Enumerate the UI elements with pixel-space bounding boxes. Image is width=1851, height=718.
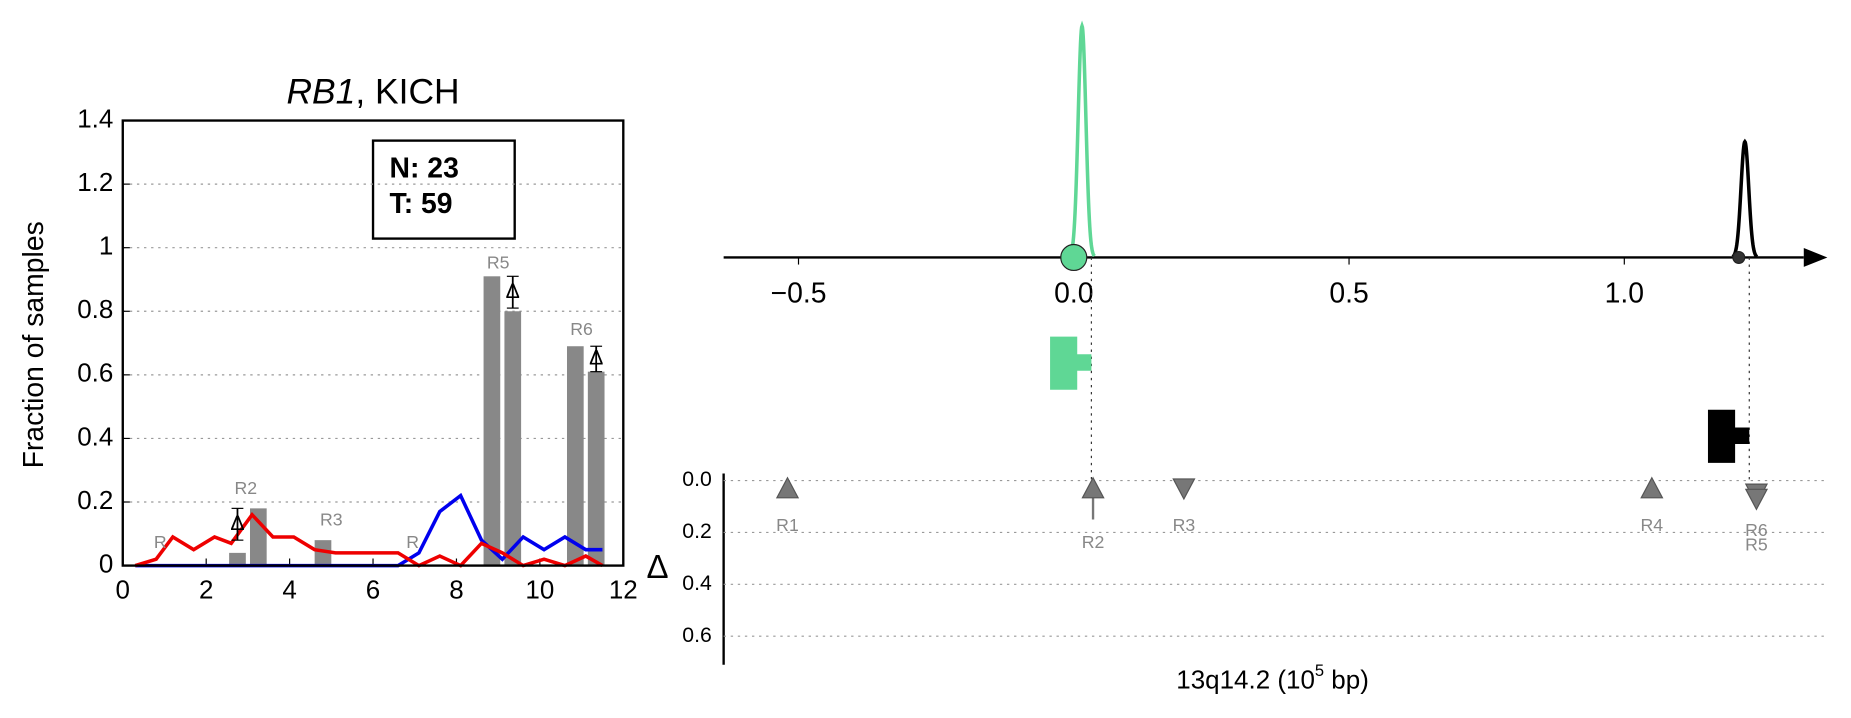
y-tick-label: 0.2 (682, 519, 712, 543)
delta-axis-label: Δ (646, 549, 668, 586)
bar (229, 552, 246, 566)
region-label: R4 (1641, 515, 1664, 535)
region-label: R5 (487, 252, 510, 272)
y-tick-label: 0.0 (682, 467, 712, 491)
x-tick-label: 4 (282, 574, 296, 604)
bar (587, 371, 605, 566)
region-label: R6 (570, 319, 593, 339)
x-tick-label: 0.5 (1329, 278, 1368, 310)
bar (483, 276, 501, 566)
plot-frame (121, 119, 625, 567)
region-label: R2 (1082, 532, 1105, 552)
axis-arrow (1803, 248, 1828, 267)
delta-marker: Δ (589, 346, 603, 370)
region-marker (1640, 476, 1664, 499)
region-marker (1172, 478, 1196, 501)
bar (314, 540, 332, 566)
y-tick-label: 0.2 (77, 485, 113, 515)
line-series (135, 492, 603, 568)
x-tick-label: 0.0 (1054, 278, 1093, 310)
y-tick-label: 0.6 (682, 623, 712, 647)
xlabel-a: 13q14.2 (10 (1176, 664, 1315, 694)
x-tick-label: 10 (525, 574, 554, 604)
y-tick-label: 0.8 (77, 294, 113, 324)
annotation-t: T: 59 (390, 188, 453, 220)
peak-marker (1060, 243, 1088, 272)
xlabel-sup: 5 (1315, 661, 1324, 680)
region-marker (775, 476, 800, 499)
bar (249, 508, 267, 566)
region-label: R5 (1745, 535, 1768, 555)
x-tick-label: −0.5 (771, 278, 827, 310)
x-tick-label: 0 (116, 574, 130, 604)
xlabel-b: bp) (1324, 664, 1369, 694)
x-tick-label: 12 (609, 574, 638, 604)
y-tick-label: 1.4 (77, 103, 113, 133)
x-tick-label: 8 (449, 574, 463, 604)
bar (566, 346, 584, 566)
region-label: R1 (776, 515, 799, 535)
delta-marker: Δ (506, 279, 520, 303)
x-axis-label: 13q14.2 (105 bp) (1176, 661, 1369, 694)
region-label: R3 (320, 510, 343, 530)
region-label: R6 (1745, 520, 1768, 540)
y-tick-label: 0.4 (682, 571, 712, 595)
region-label: R3 (1173, 515, 1196, 535)
y-axis-label: Fraction of samples (18, 221, 50, 468)
annotation-n: N: 23 (390, 153, 459, 185)
x-tick-label: 6 (366, 574, 380, 604)
peak-marker (1732, 250, 1746, 264)
x-tick-label: 2 (199, 574, 213, 604)
flag (1707, 409, 1750, 463)
region-marker (1744, 488, 1769, 511)
flag (1050, 336, 1092, 390)
line-series (134, 511, 604, 568)
bar (504, 311, 522, 566)
chart-title: RB1, KICH (286, 72, 459, 112)
annotation-box (371, 139, 516, 240)
peak (1731, 138, 1759, 259)
y-tick-label: 0.6 (77, 358, 113, 388)
y-tick-label: 1 (99, 231, 113, 261)
y-tick-label: 0 (99, 548, 113, 578)
delta-marker: Δ (230, 511, 244, 535)
region-label: R (406, 532, 419, 552)
x-tick-label: 1.0 (1605, 278, 1644, 310)
y-tick-label: 1.2 (77, 167, 113, 197)
peak (1068, 20, 1096, 258)
region-marker (1081, 476, 1105, 499)
region-label: R2 (235, 478, 258, 498)
title-gene: RB1 (286, 72, 355, 112)
region-label: R (154, 532, 167, 552)
y-tick-label: 0.4 (77, 421, 113, 451)
title-rest: , KICH (355, 72, 459, 112)
